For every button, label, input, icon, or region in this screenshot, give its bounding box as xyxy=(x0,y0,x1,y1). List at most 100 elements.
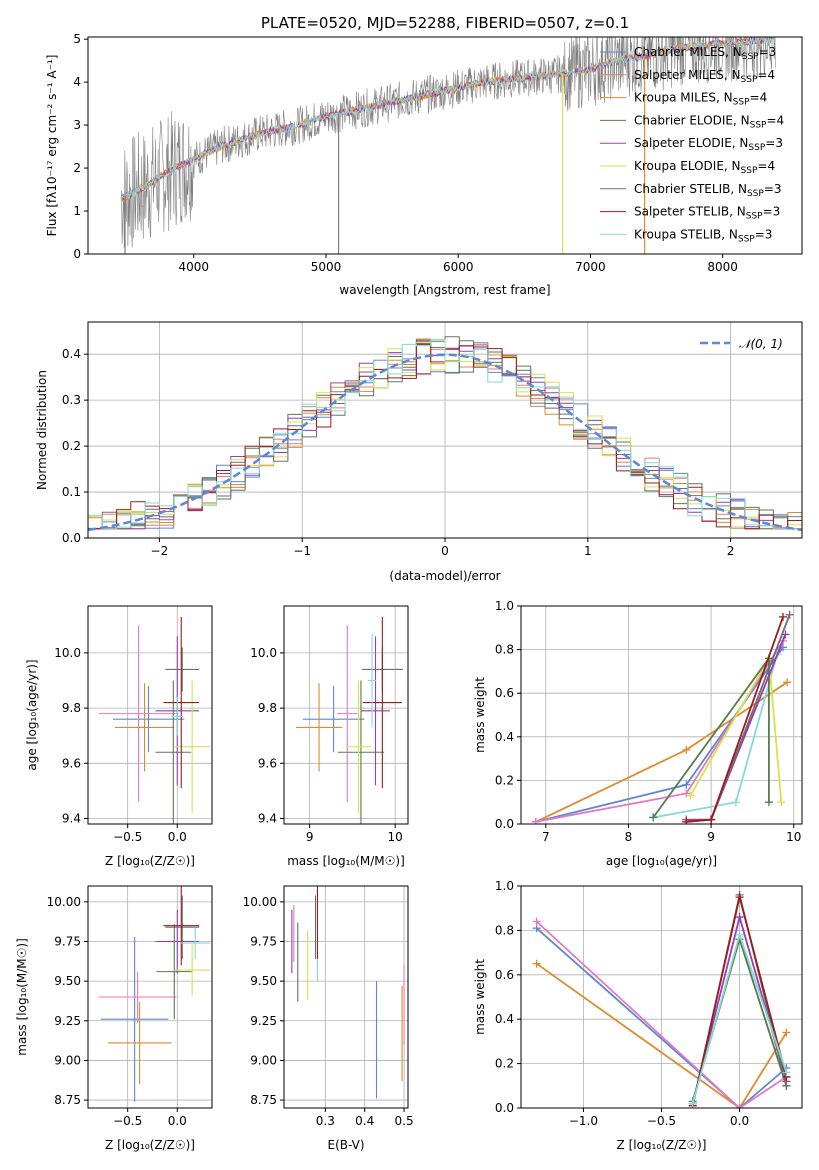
histogram-step xyxy=(88,339,802,530)
y-tick-label: 0.4 xyxy=(495,730,514,744)
y-tick-label: 8.75 xyxy=(54,1093,81,1107)
weight_vs_age-series xyxy=(531,610,794,824)
y-tick-label: 0.6 xyxy=(495,968,514,982)
spectrum-model-line xyxy=(120,37,776,201)
y-tick-label: 0.3 xyxy=(62,393,81,407)
y-tick-label: 9.8 xyxy=(62,701,81,715)
legend-label: Salpeter MILES, NSSP=4 xyxy=(634,68,775,85)
y-axis-label: mass weight xyxy=(473,677,487,753)
y-tick-label: 8.75 xyxy=(250,1093,277,1107)
x-tick-label: 2 xyxy=(727,544,735,558)
x-tick-label: 7 xyxy=(542,830,550,844)
y-tick-label: 9.6 xyxy=(258,756,277,770)
spectrum-axes xyxy=(84,38,724,258)
y-tick-label: 9.4 xyxy=(62,811,81,825)
x-tick-label: 8000 xyxy=(707,260,738,274)
axes-frame xyxy=(87,885,213,1109)
weight-marker xyxy=(731,798,740,807)
y-tick-label: 9.75 xyxy=(250,935,277,949)
weight-marker xyxy=(682,789,691,798)
y-tick-label: 0.2 xyxy=(62,439,81,453)
x-tick-label: 6000 xyxy=(443,260,474,274)
y-tick-label: 9.4 xyxy=(258,811,277,825)
x-tick-label: 0.0 xyxy=(730,1114,749,1128)
x-tick-label: 0 xyxy=(441,544,449,558)
y-tick-label: 9.6 xyxy=(62,756,81,770)
spectrum-lines xyxy=(120,37,776,254)
x-tick-label: 0.5 xyxy=(395,1114,414,1128)
legend-label: Chabrier STELIB, NSSP=3 xyxy=(634,182,782,199)
y-tick-label: 0.2 xyxy=(495,1057,514,1071)
x-tick-label: −0.5 xyxy=(113,830,142,844)
legend-label: Chabrier ELODIE, NSSP=4 xyxy=(634,113,784,130)
axes-frame xyxy=(87,605,213,825)
age_vs_z-points xyxy=(98,617,211,824)
x-tick-label: −0.5 xyxy=(113,1114,142,1128)
y-axis-label: age [log₁₀(age/yr)] xyxy=(25,659,39,770)
legend-label: Chabrier MILES, NSSP=3 xyxy=(634,45,776,62)
legend-label: Kroupa ELODIE, NSSP=4 xyxy=(634,159,775,176)
weight-marker xyxy=(682,817,691,824)
normal-curve xyxy=(88,353,802,532)
weight-marker xyxy=(682,745,691,754)
x-tick-label: 0.4 xyxy=(355,1114,374,1128)
axes-frame xyxy=(283,605,409,825)
legend-label: Salpeter STELIB, NSSP=3 xyxy=(634,205,780,222)
histograms xyxy=(88,336,802,532)
axes-frame xyxy=(87,36,803,255)
legend-label: 𝒩(0, 1) xyxy=(739,337,783,351)
axes-frame xyxy=(283,885,409,1109)
x-axis-label: Z [log₁₀(Z/Z☉)] xyxy=(105,1138,195,1152)
x-axis-label: age [log₁₀(age/yr)] xyxy=(606,854,717,868)
mass_vs_ebv-points xyxy=(291,886,405,1099)
age_vs_mass-axes xyxy=(280,606,408,828)
weight-marker xyxy=(531,817,540,824)
x-tick-label: 0.3 xyxy=(316,1114,335,1128)
y-tick-label: 0.0 xyxy=(62,531,81,545)
x-tick-label: 8 xyxy=(625,830,633,844)
y-tick-label: 0 xyxy=(73,247,81,261)
x-tick-label: 0.0 xyxy=(168,1114,187,1128)
y-tick-label: 0.4 xyxy=(62,347,81,361)
x-tick-label: −0.5 xyxy=(647,1114,676,1128)
legend-label: Salpeter ELODIE, NSSP=3 xyxy=(634,136,783,153)
age_vs_mass-points xyxy=(295,617,403,824)
y-tick-label: 4 xyxy=(73,75,81,89)
weight-marker xyxy=(682,780,691,789)
y-tick-label: 9.25 xyxy=(54,1014,81,1028)
weight-line xyxy=(536,927,787,1108)
chart-title: PLATE=0520, MJD=52288, FIBERID=0507, z=0… xyxy=(261,14,629,32)
weight-marker xyxy=(783,678,792,687)
y-tick-label: 0.0 xyxy=(495,1101,514,1115)
weight-line xyxy=(536,962,788,1108)
mass_vs_ebv-axes xyxy=(280,886,408,1112)
y-tick-label: 0.4 xyxy=(495,1012,514,1026)
weight-marker xyxy=(782,1068,791,1077)
y-tick-label: 0.8 xyxy=(495,643,514,657)
weight_vs_z-series xyxy=(532,890,791,1108)
y-tick-label: 10.0 xyxy=(250,646,277,660)
weight-marker xyxy=(735,930,744,939)
x-axis-label: Z [log₁₀(Z/Z☉)] xyxy=(617,1138,707,1152)
axes-frame xyxy=(520,885,803,1109)
x-tick-label: 7000 xyxy=(575,260,606,274)
x-axis-label: Z [log₁₀(Z/Z☉)] xyxy=(105,854,195,868)
y-axis-label: Normed distribution xyxy=(35,370,49,490)
weight-marker xyxy=(777,798,786,807)
x-tick-label: 10 xyxy=(786,830,801,844)
y-tick-label: 9.50 xyxy=(54,974,81,988)
y-tick-label: 10.00 xyxy=(243,895,277,909)
x-axis-label: mass [log₁₀(M/M☉)] xyxy=(287,854,405,868)
y-tick-label: 1.0 xyxy=(495,879,514,893)
mass_vs_z-points xyxy=(98,886,211,1102)
weight-marker xyxy=(735,1104,744,1108)
y-tick-label: 1 xyxy=(73,204,81,218)
y-tick-label: 9.00 xyxy=(54,1053,81,1067)
x-axis-label: E(B-V) xyxy=(327,1138,364,1152)
weight-marker xyxy=(782,1028,791,1037)
weight-marker xyxy=(782,1081,791,1090)
axes-frame xyxy=(520,605,803,825)
y-tick-label: 0.1 xyxy=(62,485,81,499)
y-tick-label: 0.0 xyxy=(495,817,514,831)
